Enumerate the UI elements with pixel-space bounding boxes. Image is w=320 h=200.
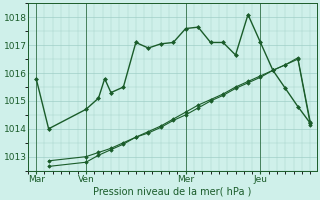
X-axis label: Pression niveau de la mer( hPa ): Pression niveau de la mer( hPa ) [93, 187, 252, 197]
